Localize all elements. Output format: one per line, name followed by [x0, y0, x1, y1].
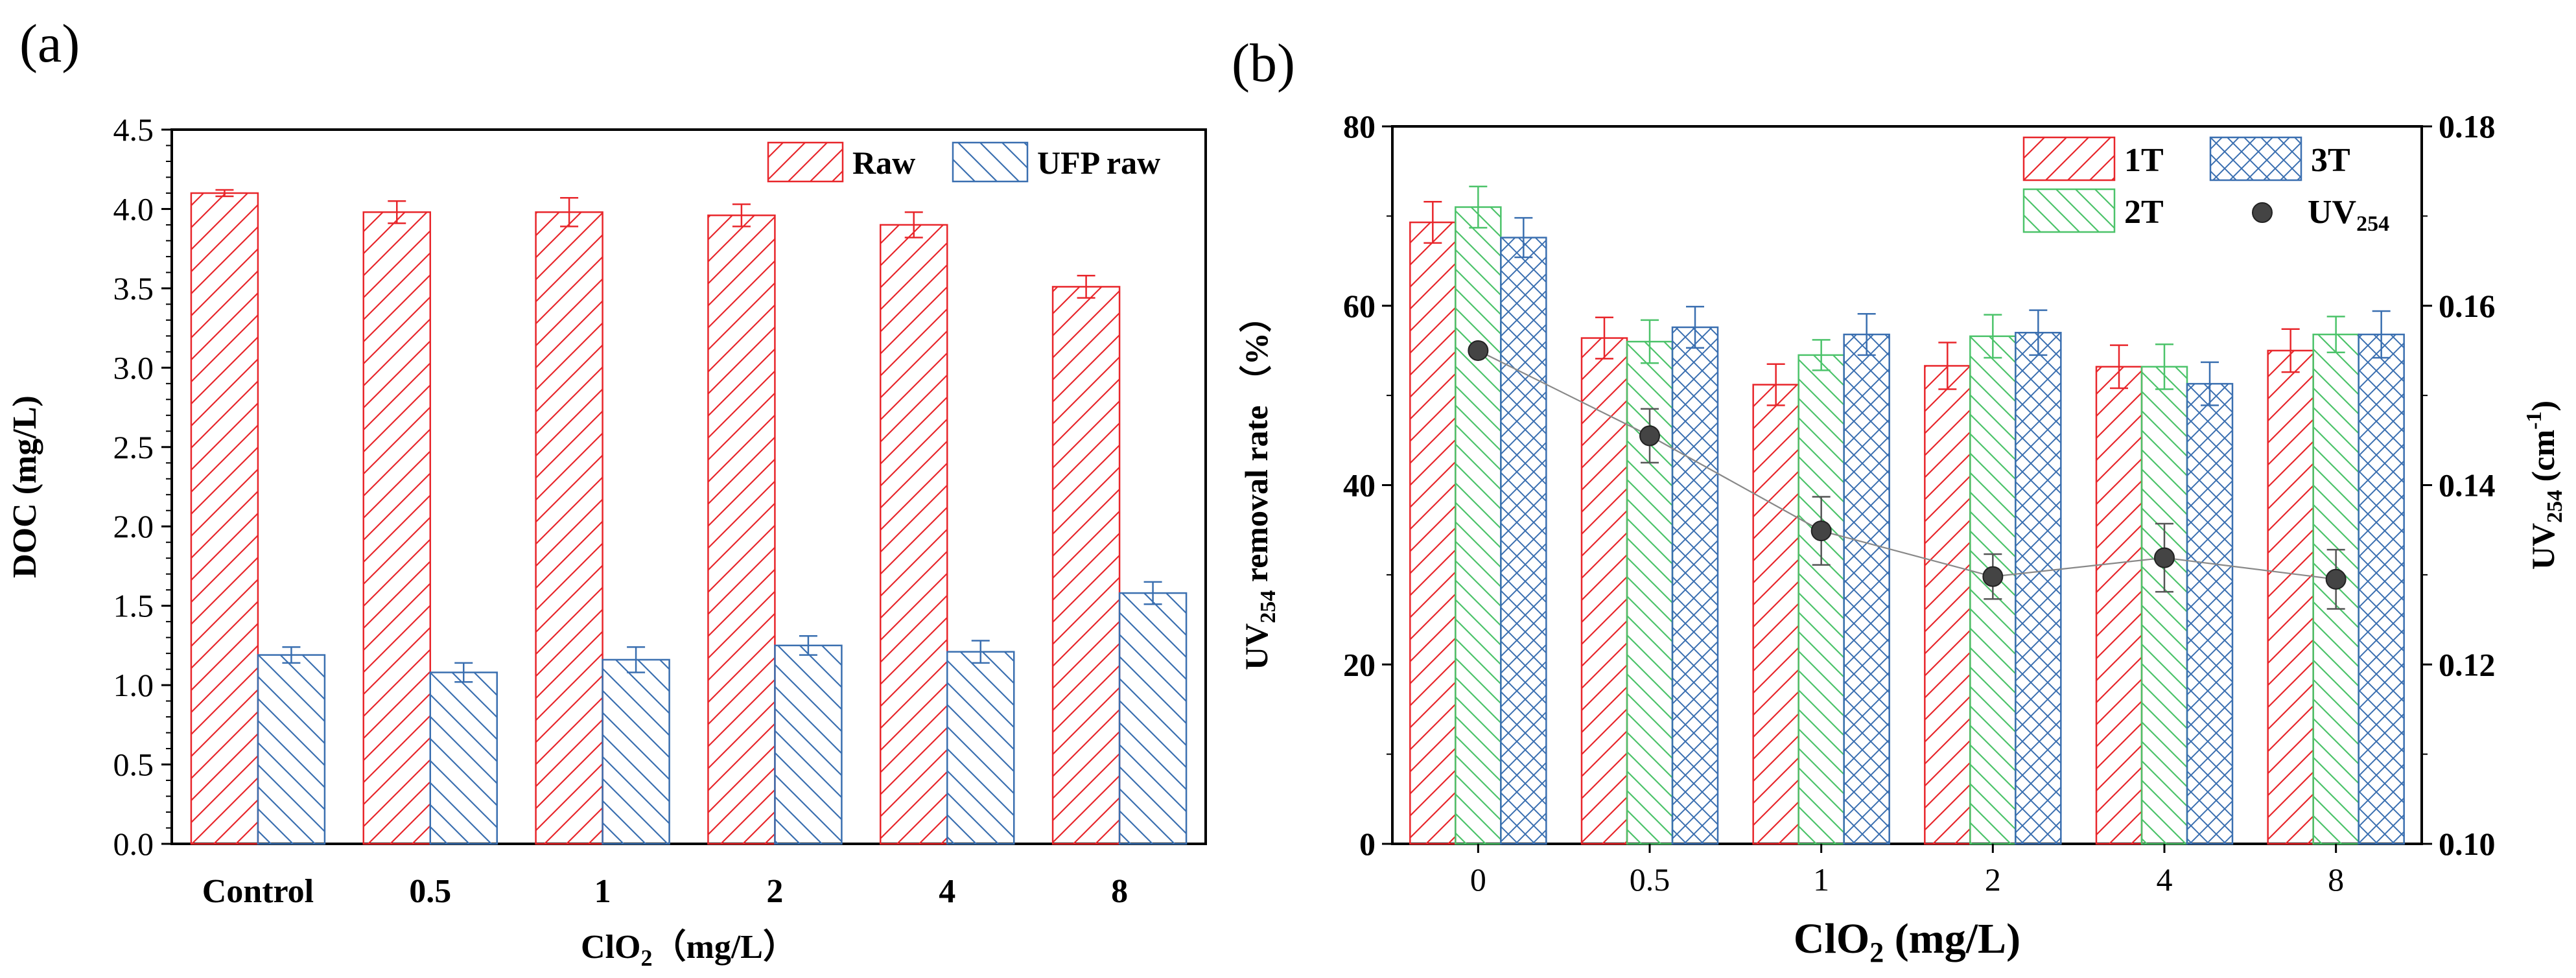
x-axis-label: ClO2 (mg/L): [1794, 915, 2020, 968]
y2-tick-label: 0.10: [2439, 826, 2496, 862]
bar-raw: [190, 192, 259, 845]
legend-uv254-marker: [2252, 202, 2273, 223]
bar-raw: [707, 214, 776, 845]
legend-label: Raw: [852, 145, 915, 181]
legend-label: UV254: [2308, 194, 2389, 236]
bar-3t: [1500, 237, 1547, 845]
bar-1t: [2095, 366, 2143, 845]
legend-swatch: [2022, 136, 2116, 181]
y-tick-label: 1.5: [113, 588, 154, 624]
chart-panel-a: (a) 0.0 0.5 1.0 1.5 2.0 2.5 3.0 3.5 4.0 4.5 DOC (mg…: [6, 14, 1207, 971]
legend-swatch: [2209, 136, 2302, 181]
y2-axis-label: UV254 (cm-1): [2522, 401, 2567, 570]
bar-raw: [880, 224, 948, 845]
uv254-point: [1639, 425, 1660, 447]
legend-swatch: [952, 141, 1029, 183]
bar-3t: [2015, 332, 2062, 845]
legend-label: 2T: [2124, 194, 2164, 231]
y2-tick-label: 0.18: [2439, 108, 2496, 145]
bar-3t: [1843, 333, 1890, 845]
y-tick-label: 3.0: [113, 349, 154, 386]
x-tick-label: 2: [766, 873, 783, 910]
x-axis-label: ClO2（mg/L）: [581, 928, 797, 971]
y-tick-label: 40: [1343, 467, 1376, 504]
x-tick-label: 0.5: [1630, 861, 1670, 898]
x-tick-label: 1: [594, 873, 611, 910]
bar-ufp-raw: [429, 671, 498, 845]
x-tick-label: 0.5: [409, 873, 451, 910]
bar-1t: [1924, 365, 1971, 845]
y-tick-label: 4.0: [113, 191, 154, 227]
bar-1t: [1752, 384, 1799, 845]
plot-frame-a: [170, 128, 1207, 845]
y-tick-label: 4.5: [113, 111, 154, 148]
y-axis-label: UV254 removal rate （%）: [1238, 300, 1280, 670]
uv254-line: [1477, 349, 2336, 580]
bar-2t: [1797, 354, 1845, 845]
x-tick-label: Control: [202, 873, 314, 910]
uv254-point: [1468, 340, 1489, 361]
bar-1t: [1409, 221, 1457, 845]
y-tick-label: 80: [1343, 108, 1376, 145]
panel-label-a: (a): [19, 14, 80, 74]
y-tick-label: 1.0: [113, 667, 154, 703]
y-tick-label: 0.0: [113, 826, 154, 862]
x-tick-label: 4: [939, 873, 955, 910]
x-tick-label: 2: [1985, 861, 2001, 898]
y-tick-label: 0.5: [113, 747, 154, 783]
bar-3t: [2186, 382, 2234, 845]
y-tick-label: 20: [1343, 646, 1376, 682]
bar-ufp-raw: [774, 644, 843, 845]
bar-3t: [2358, 333, 2405, 845]
uv254-point: [1810, 520, 1832, 542]
bar-raw: [362, 211, 431, 845]
bar-2t: [1455, 206, 1502, 845]
bar-ufp-raw: [946, 651, 1015, 845]
bar-raw: [535, 211, 603, 845]
uv254-point: [1982, 566, 2004, 587]
bar-ufp-raw: [1118, 592, 1188, 845]
panel-label-b: (b): [1232, 33, 1295, 93]
x-tick-label: 4: [2157, 861, 2173, 898]
y-tick-label: 60: [1343, 288, 1376, 324]
y-tick-label: 2.5: [113, 429, 154, 465]
legend-label: 1T: [2124, 142, 2164, 179]
uv254-point: [2154, 547, 2175, 568]
x-tick-label: 8: [1111, 873, 1128, 910]
x-tick-label: 8: [2328, 861, 2344, 898]
y-axis-label: DOC (mg/L): [6, 395, 43, 578]
y-tick-label: 2.0: [113, 508, 154, 544]
legend-label: UFP raw: [1037, 145, 1160, 181]
x-tick-label: 1: [1813, 861, 1829, 898]
x-tick-label: 0: [1470, 861, 1486, 898]
legend-label: 3T: [2311, 142, 2350, 179]
bar-raw: [1051, 286, 1121, 845]
y2-tick-label: 0.14: [2439, 467, 2496, 504]
bar-1t: [1580, 337, 1628, 845]
bar-ufp-raw: [257, 654, 326, 845]
bar-2t: [2140, 366, 2188, 845]
y-tick-label: 0: [1359, 826, 1376, 862]
bar-ufp-raw: [602, 658, 670, 845]
bar-3t: [1671, 326, 1719, 845]
y2-tick-label: 0.12: [2439, 646, 2496, 682]
bar-1t: [2267, 349, 2314, 845]
y2-tick-label: 0.16: [2439, 288, 2496, 324]
legend-swatch: [2022, 188, 2116, 233]
legend-swatch: [767, 141, 844, 183]
y-tick-label: 3.5: [113, 270, 154, 307]
uv254-point: [2325, 568, 2347, 590]
